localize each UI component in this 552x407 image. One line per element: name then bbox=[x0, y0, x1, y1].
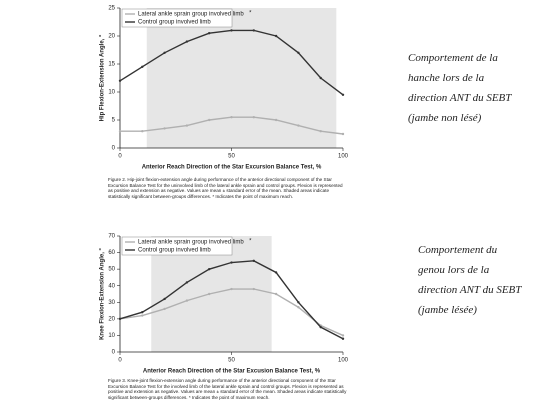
data-point bbox=[185, 40, 189, 43]
y-tick-label: 15 bbox=[108, 62, 115, 68]
note-line: genou lors de la bbox=[418, 264, 490, 276]
y-tick-label: 25 bbox=[108, 6, 115, 12]
note-line: (jambe non lésé) bbox=[408, 112, 482, 124]
y-tick-label: 70 bbox=[108, 234, 115, 240]
data-point bbox=[341, 132, 345, 136]
note-line: (jambe lésée) bbox=[418, 304, 477, 316]
caption: Figure 3. Knee-joint flexion-extension a… bbox=[108, 378, 347, 400]
data-point bbox=[208, 267, 211, 271]
data-point bbox=[252, 259, 255, 263]
data-point bbox=[230, 116, 233, 119]
legend-box bbox=[121, 236, 233, 256]
chart: 0 5 10 15 20 25 0 50 100 Anterior Reach Direction… bbox=[100, 6, 349, 171]
note: Comportement de la hanche lors de la dir… bbox=[408, 48, 511, 128]
data-point bbox=[252, 287, 255, 291]
legend-label: Lateral ankle sprain group involved limb bbox=[138, 12, 244, 18]
legend-label: Control group involved limb bbox=[138, 20, 211, 26]
data-point bbox=[141, 311, 144, 314]
legend-label: Control group involved limb bbox=[138, 248, 211, 254]
data-point bbox=[163, 51, 166, 54]
data-point bbox=[163, 297, 166, 301]
data-point bbox=[141, 314, 144, 317]
data-point bbox=[297, 306, 300, 309]
data-point bbox=[341, 93, 345, 97]
y-tick-label: 5 bbox=[112, 118, 116, 124]
data-point bbox=[274, 118, 278, 122]
legend-label: Lateral ankle sprain group involved limb bbox=[138, 240, 244, 246]
data-point bbox=[252, 116, 255, 119]
data-point bbox=[274, 271, 278, 274]
note-line: direction ANT du SEBT bbox=[418, 284, 522, 296]
y-tick-label: 20 bbox=[108, 316, 115, 322]
caption: Figure 2. Hip-joint flexion-extension an… bbox=[108, 177, 343, 199]
data-point bbox=[230, 29, 233, 32]
data-point bbox=[163, 307, 166, 311]
y-tick-label: 30 bbox=[108, 300, 115, 306]
data-point bbox=[297, 124, 300, 127]
data-point bbox=[230, 287, 233, 291]
y-tick-label: 10 bbox=[108, 90, 115, 96]
y-axis-title: Knee Flexion-Extension Angle, ° bbox=[100, 247, 106, 339]
data-point bbox=[319, 325, 322, 329]
note-line: Comportement du bbox=[418, 244, 498, 256]
y-tick-label: 40 bbox=[108, 283, 115, 289]
y-tick-label: 0 bbox=[112, 146, 116, 152]
data-point bbox=[141, 65, 144, 69]
data-point bbox=[319, 76, 322, 80]
y-tick-label: 60 bbox=[108, 250, 115, 256]
y-axis-title: Hip Flexion-Extension Angle, ° bbox=[100, 34, 106, 121]
data-point bbox=[185, 124, 189, 127]
data-point bbox=[208, 118, 211, 122]
chart: 0 10 20 30 40 50 60 70 0 50 100 Anterior Reach Dire… bbox=[100, 234, 349, 375]
data-point bbox=[208, 292, 211, 296]
data-point bbox=[118, 130, 122, 133]
data-point bbox=[274, 292, 278, 296]
y-tick-label: 10 bbox=[108, 333, 115, 339]
data-point bbox=[274, 34, 278, 38]
data-point bbox=[185, 281, 189, 284]
note: Comportement du genou lors de la directi… bbox=[418, 240, 521, 320]
data-point bbox=[208, 32, 211, 35]
annotation: * bbox=[249, 239, 252, 245]
data-point bbox=[118, 317, 122, 321]
data-point bbox=[297, 51, 300, 54]
annotation: * bbox=[249, 11, 252, 17]
x-tick-label: 50 bbox=[228, 154, 235, 160]
note-line: Comportement de la bbox=[408, 52, 498, 64]
note-line: direction ANT du SEBT bbox=[408, 92, 512, 104]
x-tick-label: 100 bbox=[338, 154, 349, 160]
data-point bbox=[341, 334, 345, 337]
data-point bbox=[252, 29, 255, 32]
y-tick-label: 50 bbox=[108, 267, 115, 273]
x-tick-label: 0 bbox=[118, 358, 122, 364]
data-point bbox=[118, 79, 122, 83]
data-point bbox=[141, 130, 144, 133]
x-tick-label: 50 bbox=[228, 358, 235, 364]
legend-box bbox=[121, 8, 233, 28]
x-tick-label: 100 bbox=[338, 358, 349, 364]
y-tick-label: 20 bbox=[108, 34, 115, 40]
x-axis-title: Anterior Reach Direction of the Star Exc… bbox=[142, 165, 322, 171]
data-point bbox=[319, 130, 322, 133]
shaded-region bbox=[146, 8, 337, 148]
data-point bbox=[163, 127, 166, 130]
data-point bbox=[341, 337, 345, 340]
x-tick-label: 0 bbox=[118, 154, 122, 160]
data-point bbox=[297, 301, 300, 304]
x-axis-title: Anterior Reach Direction of the Star Exc… bbox=[143, 369, 321, 375]
y-tick-label: 0 bbox=[112, 350, 116, 356]
note-line: hanche lors de la bbox=[408, 72, 485, 84]
data-point bbox=[185, 299, 189, 302]
data-point bbox=[230, 261, 233, 264]
